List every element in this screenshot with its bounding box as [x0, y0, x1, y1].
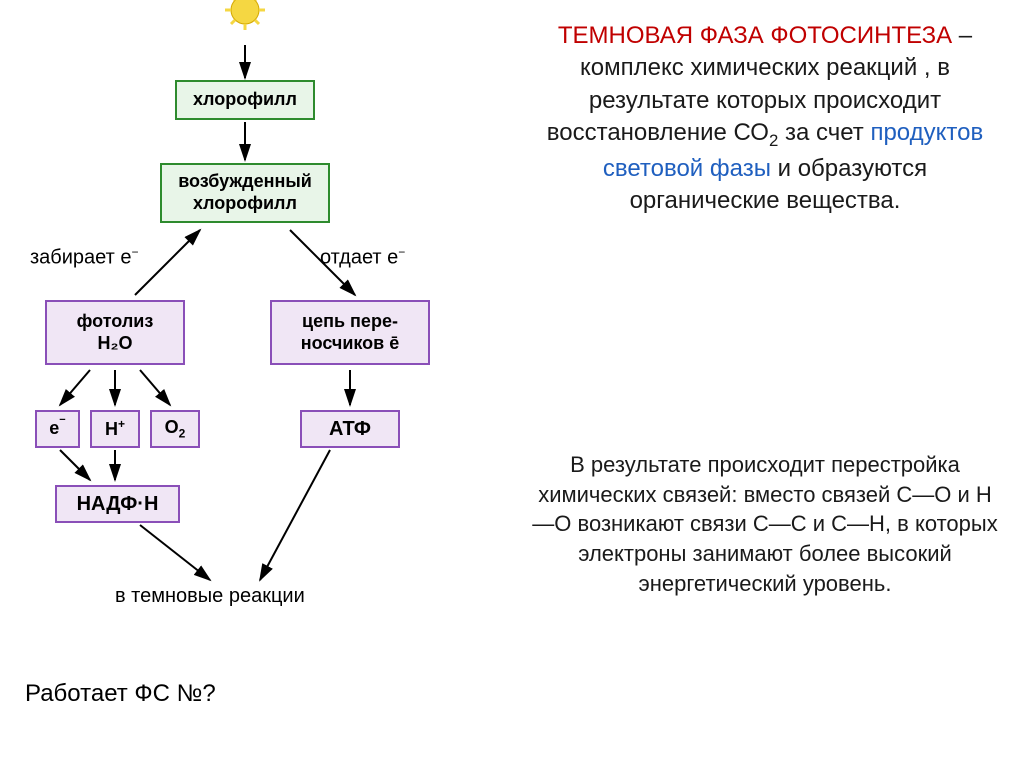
box-o2-label: O2	[165, 417, 186, 441]
box-excited-line2: хлорофилл	[193, 193, 297, 215]
box-nadph: НАДФ·Н	[55, 485, 180, 523]
box-chain-line2: носчиков ē	[301, 333, 400, 355]
box-atp-label: АТФ	[329, 417, 371, 441]
label-takes-electron: забирает е−	[30, 245, 138, 270]
box-photolysis-line2: H₂O	[98, 333, 133, 355]
para1-part2: за счет	[778, 119, 870, 146]
box-electron: e−	[35, 410, 80, 448]
box-excited-line1: возбужденный	[178, 171, 312, 193]
box-chlorophyll: хлорофилл	[175, 80, 315, 120]
box-hplus: H+	[90, 410, 140, 448]
label-photosystem-question: Работает ФС №?	[25, 680, 216, 708]
paragraph-definition: ТЕМНОВАЯ ФАЗА ФОТОСИНТЕЗА – комплекс хим…	[530, 20, 1000, 217]
paragraph-result: В результате происходит перестройка хими…	[530, 450, 1000, 598]
box-photolysis: фотолиз H₂O	[45, 300, 185, 365]
box-chlorophyll-label: хлорофилл	[193, 89, 297, 111]
box-o2: O2	[150, 410, 200, 448]
label-to-dark-reactions: в темновые реакции	[115, 585, 305, 608]
box-nadph-label: НАДФ·Н	[77, 492, 159, 516]
box-photolysis-line1: фотолиз	[77, 311, 154, 333]
para1-sub: 2	[769, 131, 778, 150]
sun-icon	[205, 0, 285, 55]
title-dark-phase: ТЕМНОВАЯ ФАЗА ФОТОСИНТЕЗА	[558, 22, 952, 49]
label-gives-electron: отдает е−	[320, 245, 405, 270]
box-excited-chlorophyll: возбужденный хлорофилл	[160, 163, 330, 223]
box-e-label: e−	[49, 418, 65, 440]
box-atp: АТФ	[300, 410, 400, 448]
box-h-label: H+	[105, 417, 125, 441]
box-chain-line1: цепь пере-	[302, 311, 398, 333]
box-carrier-chain: цепь пере- носчиков ē	[270, 300, 430, 365]
